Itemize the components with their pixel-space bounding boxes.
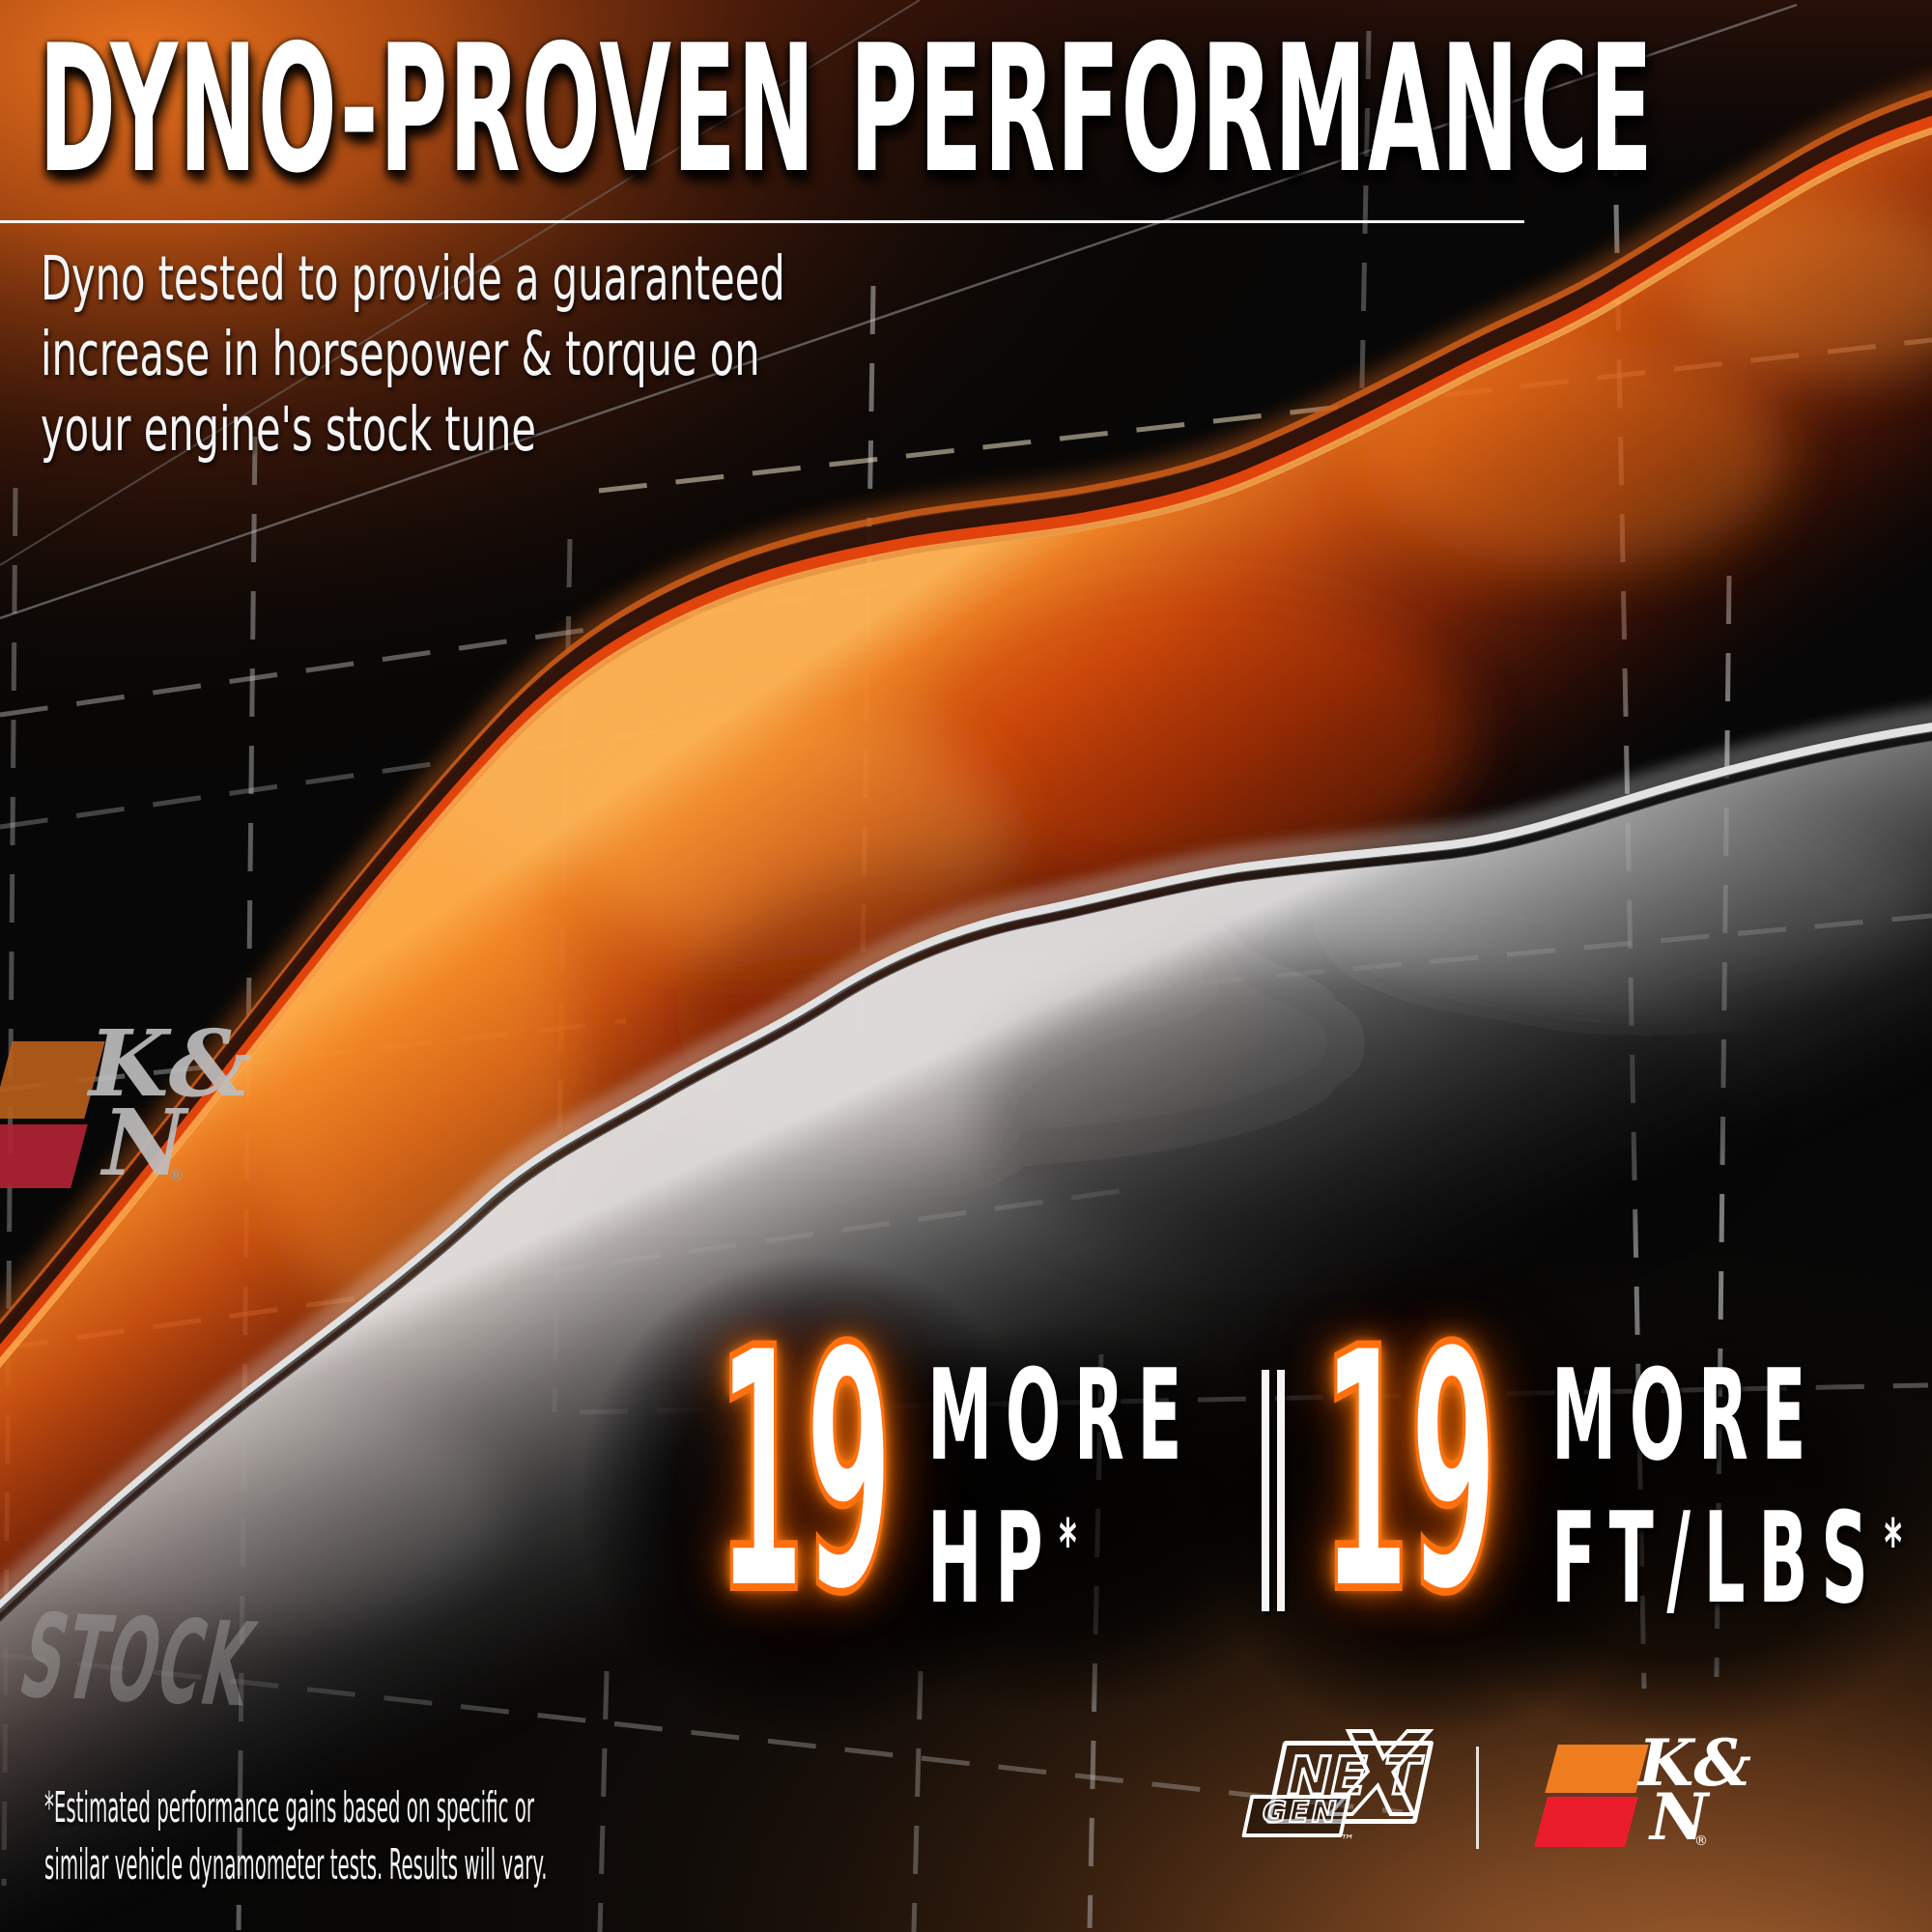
torque-asterisk: * xyxy=(1884,1504,1902,1581)
logo-separator-line xyxy=(1476,1747,1479,1849)
stat-shadow-halos xyxy=(580,1256,1932,1739)
kn-watermark-registered: ® xyxy=(168,1167,185,1186)
kn-corner-orange-square-icon xyxy=(1545,1745,1649,1793)
kn-corner-logo: K& N ® xyxy=(1534,1731,1751,1858)
hp-unit-text: HP xyxy=(927,1485,1057,1632)
next-gen-logo-inner: NE X T GEN ™ xyxy=(1233,1706,1464,1870)
hp-asterisk: * xyxy=(1059,1504,1077,1581)
kn-watermark-logo: K& N ® xyxy=(0,1012,251,1197)
kn-watermark-red-square-icon xyxy=(0,1124,88,1188)
next-gen-gen: GEN xyxy=(1258,1795,1344,1831)
kn-corner-red-square-icon xyxy=(1534,1797,1638,1847)
stats-separator-bar-right xyxy=(1277,1370,1285,1611)
hp-gain-label-more: MORE xyxy=(927,1342,1196,1489)
hp-gain-value: 19 xyxy=(715,1279,894,1666)
torque-gain-label-more: MORE xyxy=(1551,1342,1820,1489)
disclaimer-line-1: *Estimated performance gains based on sp… xyxy=(44,1783,535,1833)
kn-watermark-n: N xyxy=(102,1090,186,1197)
orange-corner-glow xyxy=(0,0,1449,850)
hp-gain-unit: HP* xyxy=(927,1495,1077,1621)
torque-gain-value: 19 xyxy=(1320,1279,1498,1666)
kn-corner-kamp: K& xyxy=(1638,1725,1751,1801)
page-title: DYNO-PROVEN PERFORMANCE xyxy=(39,7,1655,212)
solid-grid-lines xyxy=(0,0,1798,620)
disclaimer-line-2: similar vehicle dynamometer tests. Resul… xyxy=(44,1840,548,1889)
stats-separator-bar-left xyxy=(1262,1370,1269,1611)
next-gen-logo: NE X T GEN ™ xyxy=(1233,1706,1440,1870)
subtitle-line-1: Dyno tested to provide a guaranteed xyxy=(41,243,785,314)
kn-corner-registered: ® xyxy=(1694,1833,1708,1849)
torque-gain-unit: FT/LBS* xyxy=(1551,1495,1902,1621)
kn-watermark-kamp: K& xyxy=(89,1010,252,1118)
stock-curve-label: STOCK xyxy=(9,1590,267,1734)
kn-corner-n: N xyxy=(1650,1779,1709,1855)
title-underline xyxy=(0,220,1524,223)
subtitle-line-3: your engine's stock tune xyxy=(41,394,536,465)
disclaimer: *Estimated performance gains based on sp… xyxy=(44,1779,548,1893)
subtitle-line-2: increase in horsepower & torque on xyxy=(41,319,760,389)
subtitle: Dyno tested to provide a guaranteed incr… xyxy=(41,242,785,468)
torque-unit-text: FT/LBS xyxy=(1551,1485,1882,1632)
next-gen-tm: ™ xyxy=(1337,1832,1356,1849)
